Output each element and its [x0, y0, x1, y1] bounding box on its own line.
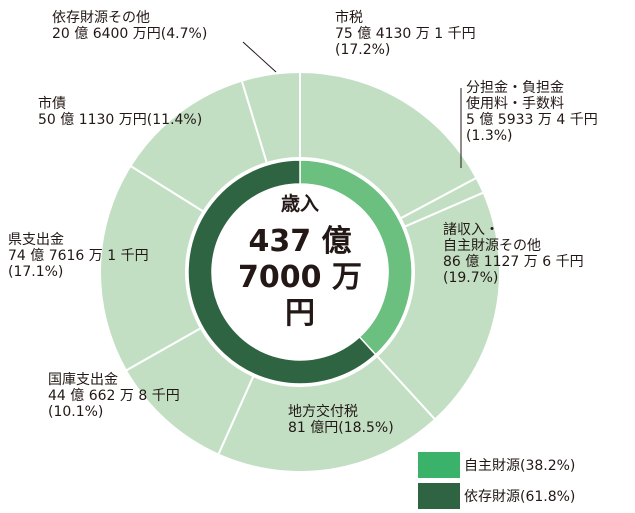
label-izon-sonota: 依存財源その他 20 億 6400 万円(4.7%): [52, 10, 207, 42]
label-buntankin-name2: 使用料・手数料: [466, 96, 564, 112]
center-disc: [212, 184, 388, 360]
center-title: 歳入: [280, 193, 319, 215]
legend-label-izon: 依存財源(61.8%): [464, 489, 576, 505]
label-shisai-amount: 50 億 1130 万円(11.4%): [38, 112, 203, 128]
label-shoshunyu-percent: (19.7%): [443, 270, 499, 286]
label-buntankin-amount: 5 億 5933 万 4 千円: [466, 112, 598, 128]
legend-swatch-izon: [418, 483, 460, 509]
label-kokko-amount: 44 億 662 万 8 千円: [48, 388, 180, 404]
label-shizei-percent: (17.2%): [335, 42, 391, 58]
label-izon-sonota-name: 依存財源その他: [52, 10, 150, 26]
label-shoshunyu: 諸収入・ 自主財源その他 86 億 1127 万 6 千円 (19.7%): [443, 222, 584, 286]
label-ken-name: 県支出金: [8, 232, 64, 248]
label-shizei: 市税 75 億 4130 万 1 千円 (17.2%): [335, 10, 476, 58]
label-ken: 県支出金 74 億 7616 万 1 千円 (17.1%): [8, 232, 149, 280]
label-ken-amount: 74 億 7616 万 1 千円: [8, 248, 149, 264]
label-shoshunyu-amount: 86 億 1127 万 6 千円: [443, 254, 584, 270]
label-buntankin-name: 分担金・負担金: [466, 80, 564, 96]
label-chihokofuzei-amount: 81 億円(18.5%): [288, 420, 394, 436]
leader-line-izon-sonota: [242, 41, 277, 73]
outer-slice-5: [99, 164, 205, 372]
outer-ring: [99, 70, 501, 473]
label-buntankin: 分担金・負担金 使用料・手数料 5 億 5933 万 4 千円 (1.3%): [466, 80, 598, 144]
label-shizei-amount: 75 億 4130 万 1 千円: [335, 26, 476, 42]
label-shisai: 市債 50 億 1130 万円(11.4%): [38, 96, 202, 128]
legend-item-jishu: 自主財源(38.2%): [418, 452, 575, 478]
center-total-oku: 437 億: [248, 224, 352, 259]
label-kokko: 国庫支出金 44 億 662 万 8 千円 (10.1%): [48, 372, 180, 420]
outer-slice-2: [375, 191, 501, 421]
outer-slice-7: [240, 70, 301, 165]
label-kokko-percent: (10.1%): [48, 404, 104, 420]
label-buntankin-percent: (1.3%): [466, 128, 513, 144]
label-shisai-name: 市債: [38, 96, 66, 112]
outer-slice-0: [299, 70, 478, 220]
center-total-man: 7000 万円: [238, 260, 362, 331]
inner-ring: [187, 159, 413, 385]
label-izon-sonota-amount: 20 億 6400 万円(4.7%): [52, 26, 208, 42]
legend-swatch-jishu: [418, 452, 460, 478]
label-chihokofuzei-name: 地方交付税: [288, 404, 358, 420]
label-chihokofuzei: 地方交付税 81 億円(18.5%): [288, 404, 394, 436]
label-ken-percent: (17.1%): [8, 264, 64, 280]
legend-label-jishu: 自主財源(38.2%): [464, 458, 576, 474]
label-shizei-name: 市税: [335, 10, 363, 26]
center-caption: 歳入 437 億 7000 万円: [225, 192, 375, 332]
label-kokko-name: 国庫支出金: [48, 372, 118, 388]
outer-slice-3: [216, 354, 437, 473]
legend-item-izon: 依存財源(61.8%): [418, 483, 575, 509]
label-shoshunyu-name: 諸収入・: [443, 222, 499, 238]
label-shoshunyu-name2: 自主財源その他: [443, 238, 541, 254]
leader-lines: [242, 41, 462, 168]
